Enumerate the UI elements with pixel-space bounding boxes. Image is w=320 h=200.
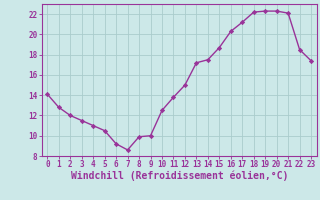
X-axis label: Windchill (Refroidissement éolien,°C): Windchill (Refroidissement éolien,°C): [70, 171, 288, 181]
